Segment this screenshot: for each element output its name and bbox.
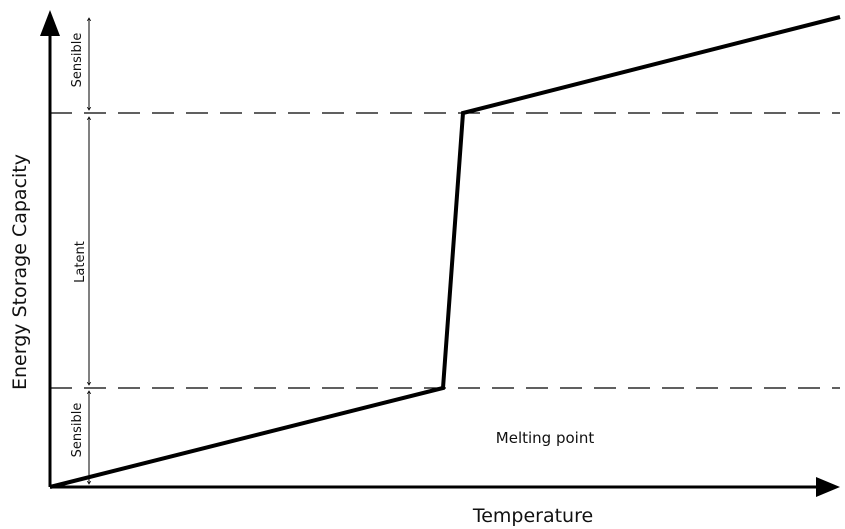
sensible-top-label: Sensible [70, 33, 85, 88]
latent-label: Latent [73, 241, 88, 283]
melting-point-label: Melting point [496, 429, 595, 447]
y-axis-arrow [40, 10, 60, 36]
x-axis-arrow [816, 477, 840, 497]
x-axis-title: Temperature [472, 505, 593, 527]
energy-curve [49, 15, 841, 489]
sensible-bottom-label: Sensible [70, 403, 85, 458]
y-axis-title: Energy Storage Capacity [9, 154, 31, 390]
